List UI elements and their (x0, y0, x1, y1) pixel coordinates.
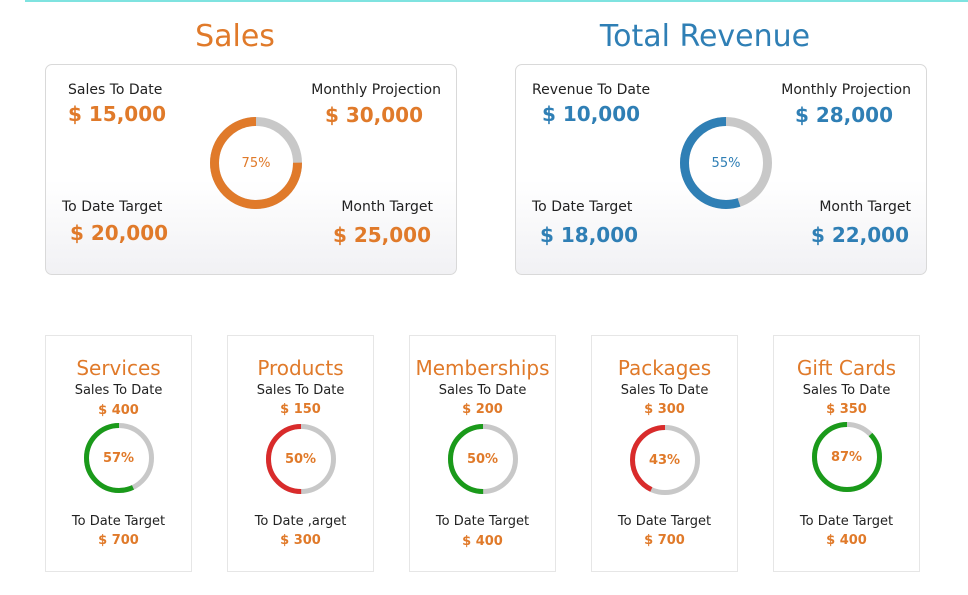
category-target-value: $ 700 (644, 533, 685, 548)
category-target-value: $ 700 (98, 533, 139, 548)
category-name: Products (257, 356, 344, 380)
category-target-label: To Date ,arget (254, 514, 347, 529)
ring-progress-arc (680, 117, 772, 209)
category-percent-label: 50% (466, 451, 499, 467)
sales-to-date-label: Sales To Date (68, 82, 163, 98)
revenue-progress-ring: 55% (679, 116, 773, 210)
category-sales-label: Sales To Date (438, 383, 527, 398)
revenue-monthly-projection-label: Monthly Projection (781, 82, 911, 98)
category-target-value: $ 400 (462, 534, 503, 549)
sales-panel: Sales To Date $ 15,000 Monthly Projectio… (45, 64, 457, 275)
category-target-label: To Date Target (71, 514, 166, 529)
revenue-to-date-value: $ 10,000 (542, 102, 641, 126)
category-target-label: To Date Target (617, 514, 712, 529)
top-accent-line (25, 0, 968, 2)
sales-month-target-label: Month Target (341, 199, 433, 215)
category-percent-label: 57% (102, 450, 135, 466)
category-name: Memberships (415, 356, 550, 380)
category-sales-value: $ 200 (462, 402, 503, 417)
sales-monthly-projection-value: $ 30,000 (324, 103, 423, 127)
category-card-memberships: Memberships Sales To Date $ 200 50% To D… (409, 335, 556, 572)
category-name: Services (76, 356, 161, 380)
category-name: Gift Cards (796, 356, 897, 380)
category-target-label: To Date Target (799, 514, 894, 529)
category-sales-label: Sales To Date (74, 383, 163, 398)
category-progress-ring: 87% (811, 421, 883, 493)
category-card-products: Products Sales To Date $ 150 50% To Date… (227, 335, 374, 572)
revenue-month-target-label: Month Target (819, 199, 911, 215)
category-sales-value: $ 300 (644, 402, 685, 417)
revenue-to-date-label: Revenue To Date (532, 82, 651, 98)
category-sales-label: Sales To Date (256, 383, 345, 398)
ring-progress-arc (210, 117, 302, 209)
category-target-value: $ 400 (826, 533, 867, 548)
revenue-monthly-projection-value: $ 28,000 (794, 103, 893, 127)
revenue-month-target-value: $ 22,000 (810, 223, 909, 247)
sales-month-target-value: $ 25,000 (332, 223, 431, 247)
revenue-panel: Revenue To Date $ 10,000 Monthly Project… (515, 64, 927, 275)
ring-progress-arc (447, 424, 518, 494)
sales-title: Sales (195, 19, 275, 54)
sales-percent-label: 75% (241, 155, 271, 171)
category-sales-label: Sales To Date (620, 383, 709, 398)
revenue-percent-label: 55% (711, 155, 741, 171)
ring-progress-arc (83, 423, 154, 493)
revenue-title: Total Revenue (599, 19, 811, 54)
category-card-packages: Packages Sales To Date $ 300 43% To Date… (591, 335, 738, 572)
ring-progress-arc (265, 424, 336, 494)
category-name: Packages (617, 356, 712, 380)
ring-progress-arc (629, 425, 700, 495)
category-progress-ring: 50% (447, 423, 519, 495)
category-sales-value: $ 150 (280, 402, 321, 417)
revenue-to-date-target-value: $ 18,000 (540, 223, 639, 247)
category-progress-ring: 50% (265, 423, 337, 495)
category-progress-ring: 57% (83, 422, 155, 494)
sales-monthly-projection-label: Monthly Projection (311, 82, 441, 98)
category-card-gift-cards: Gift Cards Sales To Date $ 350 87% To Da… (773, 335, 920, 572)
ring-progress-arc (811, 422, 882, 492)
sales-to-date-target-value: $ 20,000 (70, 221, 169, 245)
sales-progress-ring: 75% (209, 116, 303, 210)
category-card-services: Services Sales To Date $ 400 57% To Date… (45, 335, 192, 572)
sales-to-date-value: $ 15,000 (68, 102, 167, 126)
category-target-label: To Date Target (435, 514, 530, 529)
category-percent-label: 50% (284, 451, 317, 467)
category-percent-label: 43% (648, 452, 681, 468)
category-progress-ring: 43% (629, 424, 701, 496)
category-sales-value: $ 350 (826, 402, 867, 417)
category-target-value: $ 300 (280, 533, 321, 548)
category-percent-label: 87% (830, 449, 863, 465)
sales-to-date-target-label: To Date Target (62, 199, 163, 215)
revenue-to-date-target-label: To Date Target (532, 199, 633, 215)
category-sales-value: $ 400 (98, 403, 139, 418)
category-sales-label: Sales To Date (802, 383, 891, 398)
